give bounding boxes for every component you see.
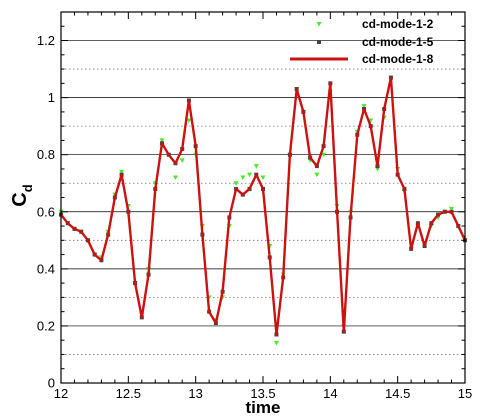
- legend-item: cd-mode-1-8: [290, 52, 434, 66]
- y-tick-label: 1.2: [37, 33, 55, 48]
- x-axis-title: time: [246, 398, 281, 417]
- data-point: [240, 175, 246, 181]
- y-axis-title: Cd: [9, 184, 35, 206]
- data-point: [449, 206, 455, 212]
- data-point: [253, 164, 259, 169]
- data-point: [361, 104, 367, 109]
- data-point: [247, 172, 253, 178]
- series-layer: [58, 75, 468, 346]
- data-point: [119, 169, 125, 175]
- data-point: [321, 152, 327, 158]
- tick-layer: 12 12.5 13 13.5 14 14.5 15 0 0.2 0.4 0.6 0.8 1 1.2: [37, 11, 472, 401]
- y-tick-label: 0.4: [37, 261, 55, 276]
- data-point: [159, 138, 165, 143]
- x-tick-label: 12.5: [116, 386, 141, 401]
- data-point: [314, 172, 320, 178]
- legend-label: cd-mode-1-2: [362, 17, 434, 31]
- x-tick-label: 15: [458, 386, 472, 401]
- x-tick-label: 12: [54, 386, 68, 401]
- legend-item: cd-mode-1-5: [317, 35, 434, 49]
- series-cd-mode-1-8: [60, 76, 467, 336]
- data-point: [179, 158, 185, 163]
- x-tick-label: 13: [188, 386, 202, 401]
- series-line-cd-mode-1-8: [60, 76, 467, 336]
- y-tick-label: 0: [48, 376, 55, 391]
- legend-label: cd-mode-1-5: [362, 35, 434, 49]
- legend: cd-mode-1-2 cd-mode-1-5 cd-mode-1-8: [290, 17, 434, 66]
- y-tick-label: 1: [48, 90, 55, 105]
- data-point: [273, 341, 279, 346]
- data-point: [233, 181, 239, 186]
- x-tick-label: 14.5: [385, 386, 410, 401]
- y-tick-label: 0.8: [37, 147, 55, 162]
- legend-swatch-square: [317, 40, 321, 44]
- data-point: [368, 118, 374, 123]
- svg-text:Cd: Cd: [9, 184, 35, 206]
- y-axis-title-main: C: [9, 192, 31, 206]
- grid-layer: [61, 40, 465, 355]
- x-tick-label: 13.5: [250, 386, 275, 401]
- x-tick-label: 14: [323, 386, 337, 401]
- y-axis-title-sub: d: [20, 184, 35, 192]
- legend-item: cd-mode-1-2: [316, 17, 434, 31]
- legend-swatch-triangle: [316, 22, 322, 27]
- data-point: [186, 118, 192, 123]
- data-point: [260, 175, 266, 181]
- legend-label: cd-mode-1-8: [362, 52, 434, 66]
- y-tick-label: 0.6: [37, 204, 55, 219]
- data-point: [172, 175, 178, 181]
- y-tick-label: 0.2: [37, 318, 55, 333]
